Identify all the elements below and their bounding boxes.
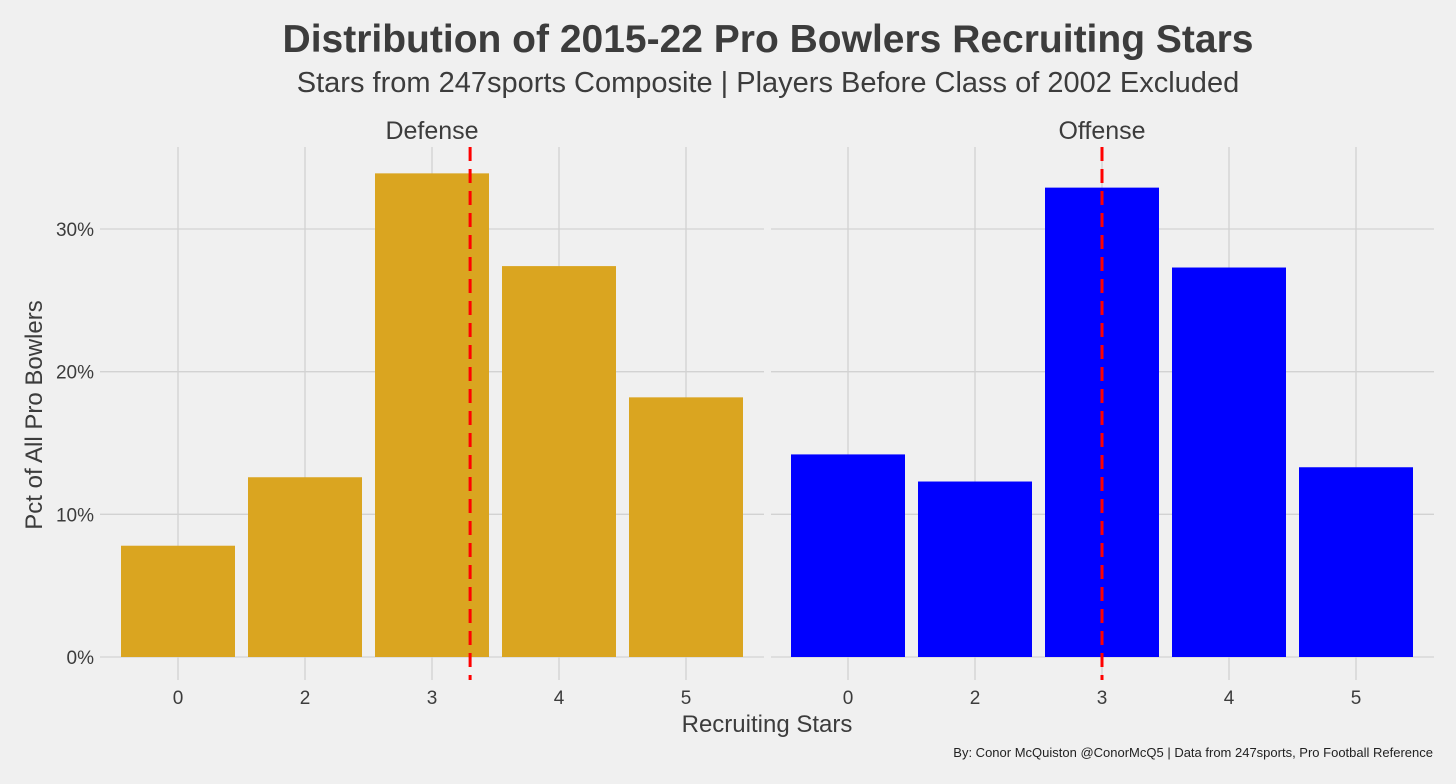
y-tick-label: 10% [56, 505, 94, 526]
bar-defense-0 [121, 545, 235, 657]
x-ticks-offense: 0 2 3 4 5 [843, 688, 1362, 709]
y-axis-title: Pct of All Pro Bowlers [21, 300, 48, 529]
bar-offense-0 [791, 454, 905, 657]
y-tick-label: 0% [67, 648, 95, 669]
bar-offense-4 [1172, 267, 1286, 657]
facet-label-defense: Defense [385, 117, 478, 145]
x-tick-label-offense: 2 [970, 688, 981, 709]
x-tick-label-defense: 2 [300, 688, 311, 709]
bar-defense-4 [502, 266, 616, 657]
x-tick-label-defense: 3 [427, 688, 438, 709]
x-tick-label-defense: 5 [681, 688, 692, 709]
y-ticks: 0% 10% 20% 30% [56, 220, 94, 669]
panel-defense: Defense 0 2 3 4 5 0% 10% 20% 30% [56, 117, 764, 709]
bar-defense-3 [375, 173, 489, 658]
bar-offense-2 [918, 481, 1032, 657]
bar-defense-5 [629, 397, 743, 657]
bar-defense-2 [248, 477, 362, 657]
x-tick-label-offense: 5 [1351, 688, 1362, 709]
x-tick-label-offense: 4 [1224, 688, 1235, 709]
panel-offense: Offense 0 2 3 4 5 [771, 117, 1434, 709]
x-tick-label-offense: 0 [843, 688, 854, 709]
chart-title: Distribution of 2015-22 Pro Bowlers Recr… [283, 18, 1254, 61]
x-axis-title: Recruiting Stars [682, 711, 853, 738]
facet-label-offense: Offense [1058, 117, 1145, 145]
x-ticks-defense: 0 2 3 4 5 [173, 688, 692, 709]
bar-offense-5 [1299, 467, 1413, 657]
x-tick-label-offense: 3 [1097, 688, 1108, 709]
caption: By: Conor McQuiston @ConorMcQ5 | Data fr… [953, 745, 1433, 760]
bars-offense [791, 187, 1413, 658]
y-tick-label: 30% [56, 220, 94, 241]
x-tick-label-defense: 4 [554, 688, 565, 709]
bars-defense [121, 173, 743, 658]
x-tick-label-defense: 0 [173, 688, 184, 709]
chart-subtitle: Stars from 247sports Composite | Players… [297, 67, 1239, 99]
y-tick-label: 20% [56, 363, 94, 384]
